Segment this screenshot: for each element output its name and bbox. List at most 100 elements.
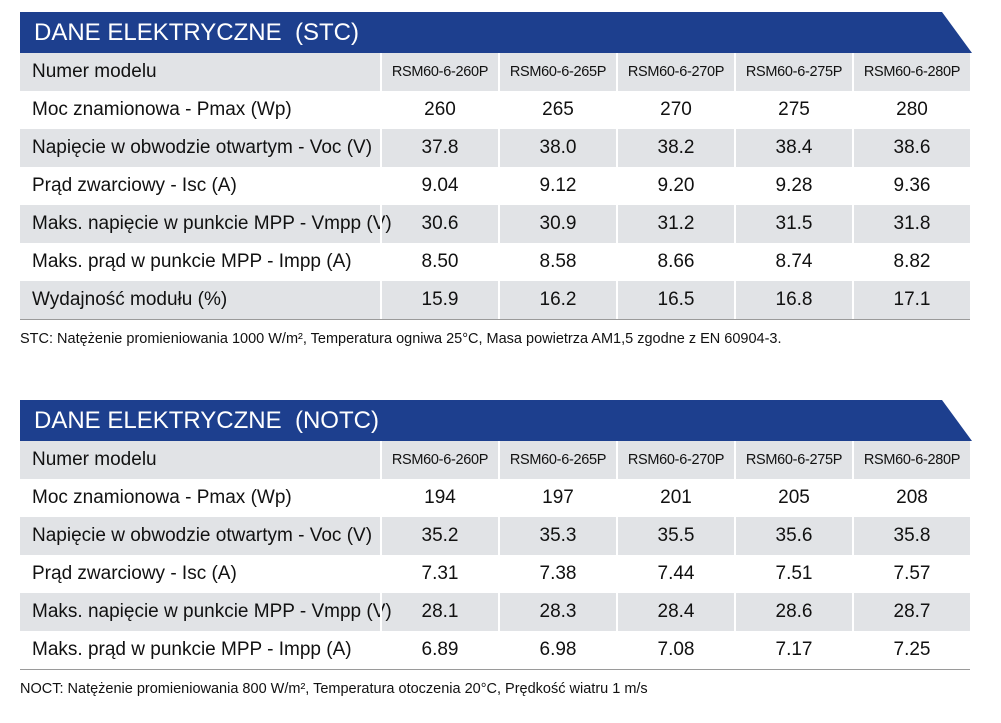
row-bg <box>20 631 970 669</box>
footnote: NOCT: Natężenie promieniowania 800 W/m²,… <box>20 681 648 697</box>
value-cell: 15.9 <box>380 281 498 319</box>
row-label: Prąd zwarciowy - Isc (A) <box>32 175 237 196</box>
value-cell: 30.6 <box>380 205 498 243</box>
value-cell: 16.2 <box>498 281 616 319</box>
row-bg <box>20 479 970 517</box>
row-label: Maks. prąd w punkcie MPP - Impp (A) <box>32 639 352 660</box>
model-name: RSM60-6-275P <box>734 53 852 91</box>
value-cell: 8.58 <box>498 243 616 281</box>
value-cell: 197 <box>498 479 616 517</box>
model-name: RSM60-6-260P <box>380 441 498 479</box>
row-label: Moc znamionowa - Pmax (Wp) <box>32 99 292 120</box>
value-cell: 38.2 <box>616 129 734 167</box>
row-bg <box>20 243 970 281</box>
row-label: Napięcie w obwodzie otwartym - Voc (V) <box>32 137 373 158</box>
value-cell: 9.36 <box>852 167 970 205</box>
value-cell: 38.0 <box>498 129 616 167</box>
value-cell: 28.1 <box>380 593 498 631</box>
value-cell: 38.4 <box>734 129 852 167</box>
value-cell: 7.38 <box>498 555 616 593</box>
value-cell: 8.82 <box>852 243 970 281</box>
value-cell: 35.5 <box>616 517 734 555</box>
row-label: Napięcie w obwodzie otwartym - Voc (V) <box>32 525 373 546</box>
value-cell: 6.98 <box>498 631 616 669</box>
row-bg <box>20 53 970 91</box>
value-cell: 9.04 <box>380 167 498 205</box>
value-cell: 28.3 <box>498 593 616 631</box>
table-title: DANE ELEKTRYCZNE (STC) <box>34 19 359 46</box>
row-bg <box>20 555 970 593</box>
row-label: Moc znamionowa - Pmax (Wp) <box>32 487 292 508</box>
table-bottom-rule <box>20 669 970 670</box>
row-bg <box>20 205 970 243</box>
row-label: Maks. napięcie w punkcie MPP - Vmpp (V) <box>32 601 392 622</box>
model-name: RSM60-6-280P <box>852 53 970 91</box>
value-cell: 8.74 <box>734 243 852 281</box>
footnote: STC: Natężenie promieniowania 1000 W/m²,… <box>20 331 782 347</box>
value-cell: 270 <box>616 91 734 129</box>
value-cell: 35.8 <box>852 517 970 555</box>
value-cell: 7.44 <box>616 555 734 593</box>
value-cell: 8.66 <box>616 243 734 281</box>
value-cell: 28.4 <box>616 593 734 631</box>
value-cell: 16.5 <box>616 281 734 319</box>
value-cell: 280 <box>852 91 970 129</box>
value-cell: 7.08 <box>616 631 734 669</box>
table-title: DANE ELEKTRYCZNE (NOTC) <box>34 407 379 434</box>
value-cell: 265 <box>498 91 616 129</box>
row-bg <box>20 441 970 479</box>
model-name: RSM60-6-275P <box>734 441 852 479</box>
value-cell: 9.28 <box>734 167 852 205</box>
value-cell: 17.1 <box>852 281 970 319</box>
value-cell: 9.20 <box>616 167 734 205</box>
value-cell: 31.5 <box>734 205 852 243</box>
row-bg <box>20 91 970 129</box>
value-cell: 38.6 <box>852 129 970 167</box>
value-cell: 201 <box>616 479 734 517</box>
value-cell: 6.89 <box>380 631 498 669</box>
table-bottom-rule <box>20 319 970 320</box>
value-cell: 7.57 <box>852 555 970 593</box>
row-label: Numer modelu <box>32 61 157 82</box>
value-cell: 35.3 <box>498 517 616 555</box>
value-cell: 260 <box>380 91 498 129</box>
model-name: RSM60-6-280P <box>852 441 970 479</box>
row-label: Prąd zwarciowy - Isc (A) <box>32 563 237 584</box>
banner <box>20 12 972 53</box>
value-cell: 7.31 <box>380 555 498 593</box>
row-label: Wydajność modułu (%) <box>32 289 228 310</box>
value-cell: 208 <box>852 479 970 517</box>
banner <box>20 400 972 441</box>
value-cell: 28.7 <box>852 593 970 631</box>
row-label: Maks. prąd w punkcie MPP - Impp (A) <box>32 251 352 272</box>
model-name: RSM60-6-270P <box>616 53 734 91</box>
row-bg <box>20 593 970 631</box>
value-cell: 9.12 <box>498 167 616 205</box>
value-cell: 30.9 <box>498 205 616 243</box>
value-cell: 205 <box>734 479 852 517</box>
banner-shape <box>20 12 972 53</box>
value-cell: 28.6 <box>734 593 852 631</box>
model-name: RSM60-6-265P <box>498 53 616 91</box>
value-cell: 7.51 <box>734 555 852 593</box>
row-bg <box>20 167 970 205</box>
value-cell: 35.6 <box>734 517 852 555</box>
value-cell: 8.50 <box>380 243 498 281</box>
model-name: RSM60-6-270P <box>616 441 734 479</box>
value-cell: 37.8 <box>380 129 498 167</box>
row-bg <box>20 129 970 167</box>
model-name: RSM60-6-265P <box>498 441 616 479</box>
value-cell: 194 <box>380 479 498 517</box>
value-cell: 7.17 <box>734 631 852 669</box>
value-cell: 35.2 <box>380 517 498 555</box>
row-label: Numer modelu <box>32 449 157 470</box>
value-cell: 275 <box>734 91 852 129</box>
value-cell: 7.25 <box>852 631 970 669</box>
value-cell: 16.8 <box>734 281 852 319</box>
row-bg <box>20 517 970 555</box>
value-cell: 31.8 <box>852 205 970 243</box>
row-bg <box>20 281 970 319</box>
model-name: RSM60-6-260P <box>380 53 498 91</box>
row-label: Maks. napięcie w punkcie MPP - Vmpp (V) <box>32 213 392 234</box>
